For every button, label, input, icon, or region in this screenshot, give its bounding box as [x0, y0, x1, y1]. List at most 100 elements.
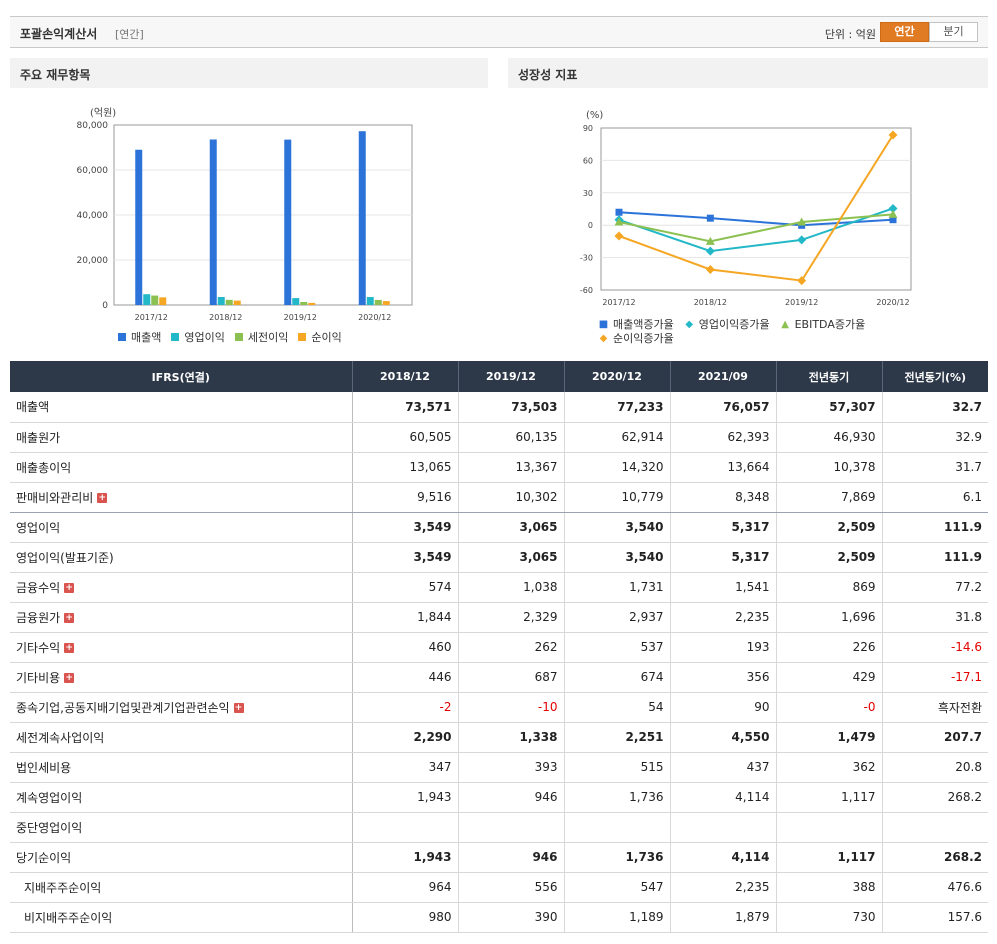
table-row: 매출원가 60,505 60,135 62,914 62,393 46,930 32.9 — [10, 422, 988, 453]
row-label[interactable]: 기타수익 + — [10, 632, 353, 663]
row-label: 법인세비용 — [10, 752, 353, 783]
y-tick-label: 30 — [583, 189, 593, 198]
expand-icon[interactable]: + — [64, 613, 75, 623]
table-cell: 57,307 — [776, 392, 883, 423]
table-cell: 54 — [564, 692, 671, 723]
row-label[interactable]: 금융수익 + — [10, 572, 353, 603]
y-tick-label: 80,000 — [77, 121, 109, 131]
row-label: 당기순이익 — [10, 842, 353, 873]
table-row: 영업이익(발표기준) 3,549 3,065 3,540 5,317 2,509 111.9 — [10, 542, 988, 573]
table-cell: 60,505 — [352, 422, 459, 453]
expand-icon[interactable]: + — [233, 703, 244, 713]
legend-label: 매출액 — [131, 331, 162, 344]
data-point — [615, 208, 623, 216]
row-label[interactable]: 기타비용 + — [10, 662, 353, 693]
table-cell: 687 — [458, 662, 565, 693]
table-cell: 446 — [352, 662, 459, 693]
row-label[interactable]: 종속기업,공동지배기업및관계기업관련손익 + — [10, 692, 353, 723]
row-label[interactable]: 판매비와관리비 + — [10, 482, 353, 513]
data-point — [888, 130, 898, 140]
legend-label: 순이익 — [311, 331, 342, 344]
table-cell: 111.9 — [882, 542, 988, 573]
table-cell: 3,065 — [458, 542, 565, 573]
quarter-tab[interactable]: 분기 — [929, 22, 978, 42]
row-label-text: 기타수익 — [16, 640, 61, 655]
table-row: 영업이익 3,549 3,065 3,540 5,317 2,509 111.9 — [10, 512, 988, 543]
row-label-text: 종속기업,공동지배기업및관계기업관련손익 — [16, 700, 230, 715]
expand-icon[interactable]: + — [64, 643, 75, 653]
series-line — [618, 211, 894, 227]
col-header-prev-period: 전년동기 — [776, 361, 883, 392]
x-tick-label: 2019/12 — [785, 298, 818, 307]
table-cell: 1,117 — [776, 842, 883, 873]
table-cell: -0 — [776, 692, 883, 723]
data-point — [706, 214, 714, 222]
table-cell: 964 — [352, 872, 459, 903]
expand-icon[interactable]: + — [97, 493, 108, 503]
table-row: 기타수익 +460 262 537 193 226 -14.6 — [10, 632, 988, 663]
table-cell: 62,393 — [670, 422, 777, 453]
table-cell: 3,540 — [564, 512, 671, 543]
table-cell: 31.7 — [882, 452, 988, 483]
row-label-text: 금융원가 — [16, 610, 61, 625]
bar — [135, 149, 143, 305]
row-label-text: 기타비용 — [16, 670, 61, 685]
bar — [217, 297, 225, 305]
annual-tab[interactable]: 연간 — [880, 22, 929, 42]
table-cell: 73,503 — [458, 392, 565, 423]
table-cell: 60,135 — [458, 422, 565, 453]
bar — [209, 139, 217, 305]
col-header-2018: 2018/12 — [352, 361, 459, 392]
row-label-text: 비지배주주순이익 — [24, 910, 113, 925]
legend-label: 영업이익 — [184, 331, 225, 344]
row-label: 비지배주주순이익 — [10, 902, 353, 933]
row-label: 계속영업이익 — [10, 782, 353, 813]
data-point — [797, 217, 807, 226]
table-cell: 76,057 — [670, 392, 777, 423]
row-label-text: 영업이익(발표기준) — [16, 550, 114, 565]
data-point — [888, 209, 898, 218]
table-row: 비지배주주순이익 980 390 1,189 1,879 730 157.6 — [10, 902, 988, 933]
table-cell: 13,367 — [458, 452, 565, 483]
table-cell: 20.8 — [882, 752, 988, 783]
table-cell: 10,378 — [776, 452, 883, 483]
table-cell: 388 — [776, 872, 883, 903]
table-cell: 556 — [458, 872, 565, 903]
row-label-text: 영업이익 — [16, 520, 61, 535]
table-cell: 4,114 — [670, 842, 777, 873]
col-header-2020: 2020/12 — [564, 361, 671, 392]
table-cell: 77,233 — [564, 392, 671, 423]
table-cell: 62,914 — [564, 422, 671, 453]
table-cell: 90 — [670, 692, 777, 723]
table-cell: 1,117 — [776, 782, 883, 813]
x-tick-label: 2019/12 — [284, 313, 317, 322]
diamond-marker-icon: ◆ — [599, 332, 608, 344]
table-row: 계속영업이익 1,943 946 1,736 4,114 1,117 268.2 — [10, 782, 988, 813]
square-marker-icon: ■ — [598, 318, 609, 330]
table-cell: 980 — [352, 902, 459, 933]
expand-icon[interactable]: + — [64, 673, 75, 683]
data-point — [705, 236, 715, 245]
legend-label: 매출액증가율 — [613, 318, 674, 331]
table-cell: 2,509 — [776, 542, 883, 573]
legend-label: EBITDA증가율 — [794, 318, 866, 331]
row-label: 영업이익(발표기준) — [10, 542, 353, 573]
table-cell: -14.6 — [882, 632, 988, 663]
y-tick-label: -60 — [580, 286, 593, 295]
bar — [374, 299, 382, 305]
row-label[interactable]: 금융원가 + — [10, 602, 353, 633]
bar — [225, 299, 233, 305]
expand-icon[interactable]: + — [64, 583, 75, 593]
data-point — [797, 235, 807, 245]
bar — [382, 301, 390, 305]
row-label: 매출액 — [10, 392, 353, 423]
table-cell: 2,290 — [352, 722, 459, 753]
data-point — [705, 246, 715, 256]
table-cell: 2,329 — [458, 602, 565, 633]
bar — [233, 300, 241, 305]
bar — [284, 139, 292, 305]
row-label-text: 세전계속사업이익 — [16, 730, 105, 745]
table-cell: 537 — [564, 632, 671, 663]
bar — [143, 294, 151, 305]
row-label: 지배주주순이익 — [10, 872, 353, 903]
